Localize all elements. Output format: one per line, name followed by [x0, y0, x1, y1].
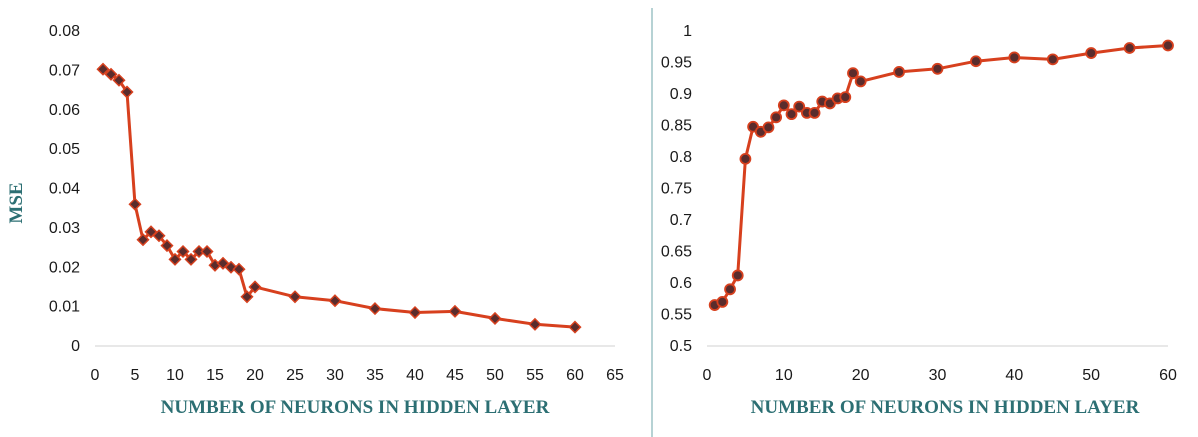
data-point	[408, 305, 422, 320]
y-tick-label: 0.85	[661, 118, 692, 135]
x-tick-label: 15	[206, 367, 224, 384]
x-axis-title: NUMBER OF NEURONS IN HIDDEN LAYER	[161, 397, 550, 418]
data-point	[528, 317, 542, 331]
data-point	[488, 311, 502, 325]
data-point	[762, 121, 775, 134]
data-point	[136, 233, 150, 247]
y-tick-label: 0.55	[661, 307, 692, 324]
data-point	[1162, 39, 1174, 52]
y-tick-label: 0.03	[49, 220, 80, 237]
y-tick-label: 0.65	[661, 244, 692, 261]
y-tick-label: 0.9	[670, 86, 692, 103]
data-point	[176, 244, 190, 259]
x-axis-title: NUMBER OF NEURONS IN HIDDEN LAYER	[751, 397, 1140, 418]
x-tick-label: 30	[326, 367, 344, 384]
x-tick-label: 60	[1159, 367, 1177, 384]
data-point	[248, 280, 262, 294]
data-point	[200, 244, 214, 259]
x-tick-label: 20	[852, 367, 870, 384]
y-tick-label: 0.95	[661, 55, 692, 72]
x-tick-label: 20	[246, 367, 264, 384]
x-tick-label: 50	[1082, 367, 1100, 384]
series-line	[102, 67, 576, 329]
x-tick-label: 65	[606, 367, 624, 384]
data-point	[112, 73, 126, 87]
x-tick-label: 55	[526, 367, 544, 384]
data-point	[328, 294, 342, 308]
x-tick-label: 0	[91, 367, 100, 384]
data-point	[777, 99, 790, 112]
data-point	[232, 262, 246, 276]
y-tick-label: 0.8	[670, 149, 692, 166]
x-tick-label: 5	[131, 367, 140, 384]
x-tick-label: 35	[366, 367, 384, 384]
x-tick-label: 40	[406, 367, 424, 384]
x-tick-label: 50	[486, 367, 504, 384]
y-tick-label: 0.01	[49, 299, 80, 316]
y-tick-label: 0.7	[670, 212, 692, 229]
x-tick-label: 45	[446, 367, 464, 384]
data-point	[854, 75, 867, 88]
data-point	[120, 85, 134, 99]
x-tick-label: 0	[703, 367, 712, 384]
x-tick-label: 25	[286, 367, 304, 384]
mse-chart: 0 0.01 0.02 0.03 0.04 0.05 0.06 0.07 0.08 0 5 10 15 2…	[6, 23, 624, 418]
data-point	[893, 66, 905, 78]
data-point	[288, 290, 302, 304]
y-tick-label: 0.05	[49, 141, 80, 158]
data-point	[368, 302, 382, 316]
data-point	[96, 62, 110, 76]
series-line	[714, 44, 1169, 307]
y-tick-label: 0.75	[661, 181, 692, 198]
data-point	[770, 111, 783, 124]
y-tick-label: 0.08	[49, 23, 80, 40]
data-point	[793, 100, 806, 113]
data-point	[160, 239, 174, 253]
data-point	[128, 197, 142, 211]
x-tick-label: 40	[1005, 367, 1023, 384]
data-point	[1085, 47, 1098, 59]
data-point	[1008, 51, 1021, 64]
data-point	[970, 55, 982, 68]
y-tick-label: 0.5	[670, 338, 692, 355]
data-point	[448, 304, 462, 318]
y-axis-title: MSE	[6, 182, 27, 223]
data-point	[731, 269, 744, 282]
data-point	[724, 283, 736, 296]
data-point	[1123, 42, 1136, 54]
data-point	[839, 91, 852, 104]
y-tick-label: 0.06	[49, 102, 80, 119]
data-point	[1046, 53, 1059, 66]
data-point	[847, 67, 859, 80]
x-tick-label: 30	[929, 367, 947, 384]
data-point	[931, 62, 944, 75]
x-tick-label: 10	[775, 367, 793, 384]
y-tick-label: 1	[683, 23, 692, 40]
x-tick-label: 60	[566, 367, 584, 384]
data-point	[716, 295, 729, 308]
data-point	[152, 229, 166, 243]
y-tick-label: 0.02	[49, 259, 80, 276]
data-point	[808, 107, 821, 119]
data-point	[739, 152, 752, 165]
y-tick-label: 0.04	[49, 181, 80, 198]
data-point	[168, 252, 182, 266]
data-point	[104, 67, 118, 81]
data-point	[240, 290, 254, 304]
y-tick-label: 0.6	[670, 275, 692, 292]
data-point	[184, 252, 198, 266]
y-tick-label: 0	[71, 338, 80, 355]
y-tick-label: 0.07	[49, 62, 80, 79]
data-point	[568, 320, 582, 334]
x-tick-label: 10	[166, 367, 184, 384]
data-point	[785, 108, 798, 121]
